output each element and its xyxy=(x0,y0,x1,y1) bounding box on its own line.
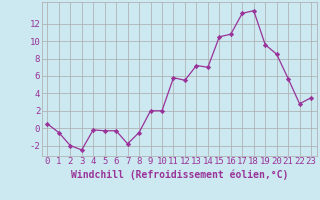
X-axis label: Windchill (Refroidissement éolien,°C): Windchill (Refroidissement éolien,°C) xyxy=(70,169,288,180)
